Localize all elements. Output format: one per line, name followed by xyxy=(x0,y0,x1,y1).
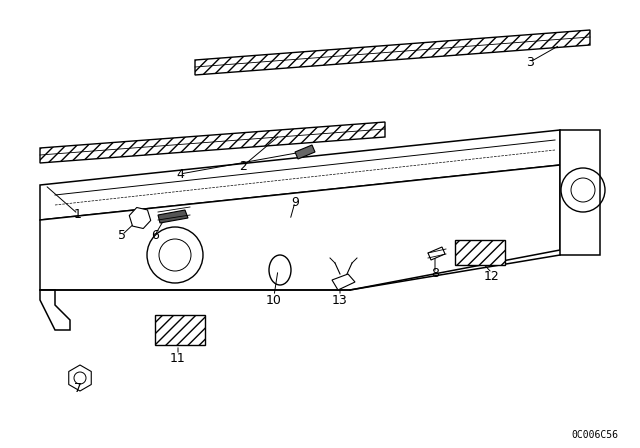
Text: 4: 4 xyxy=(176,168,184,181)
Text: 3: 3 xyxy=(526,56,534,69)
Polygon shape xyxy=(295,145,315,159)
Polygon shape xyxy=(332,274,355,290)
Text: 13: 13 xyxy=(332,293,348,306)
Polygon shape xyxy=(40,290,70,330)
Polygon shape xyxy=(158,210,188,223)
Polygon shape xyxy=(195,30,590,75)
Text: 1: 1 xyxy=(74,207,82,220)
Text: 10: 10 xyxy=(266,293,282,306)
Text: 5: 5 xyxy=(118,228,126,241)
Text: 11: 11 xyxy=(170,352,186,365)
Polygon shape xyxy=(428,247,445,260)
Polygon shape xyxy=(40,122,385,163)
Text: 8: 8 xyxy=(431,267,439,280)
Polygon shape xyxy=(40,165,560,290)
Polygon shape xyxy=(455,240,505,265)
Text: 9: 9 xyxy=(291,195,299,208)
Text: 2: 2 xyxy=(239,159,247,172)
Text: 12: 12 xyxy=(484,270,500,283)
Text: 7: 7 xyxy=(74,382,82,395)
Polygon shape xyxy=(155,315,205,345)
Polygon shape xyxy=(40,130,560,220)
Polygon shape xyxy=(560,130,600,255)
Text: 6: 6 xyxy=(151,228,159,241)
Text: 0C006C56: 0C006C56 xyxy=(572,430,618,440)
